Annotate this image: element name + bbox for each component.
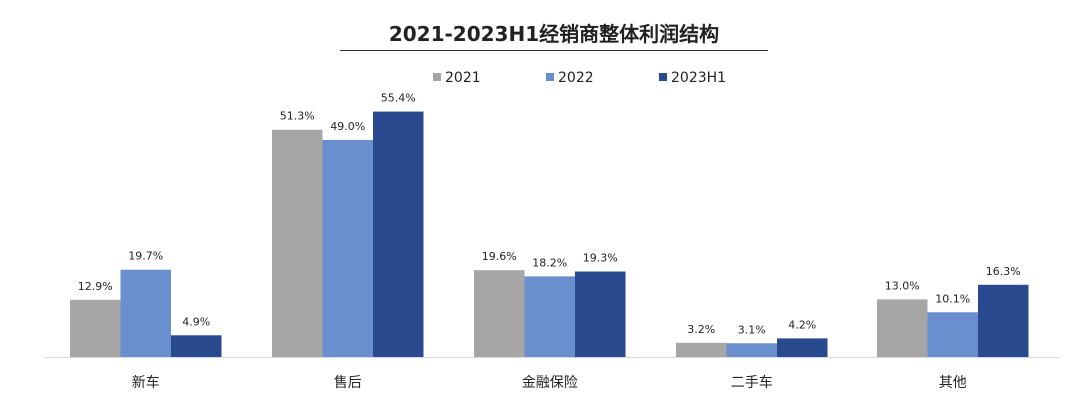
x-tick-label: 二手车 — [731, 374, 773, 391]
bar-2022-1 — [322, 139, 373, 357]
bar-2021-0 — [70, 299, 121, 357]
legend-label-2022: 2022 — [558, 70, 594, 86]
data-label: 16.3% — [986, 265, 1021, 278]
data-label: 55.4% — [381, 92, 416, 105]
bar-2021-1 — [272, 129, 323, 357]
data-label: 19.7% — [128, 250, 163, 263]
x-tick-label: 新车 — [132, 374, 160, 391]
legend-swatch-2023H1 — [659, 73, 667, 81]
data-label: 4.9% — [182, 315, 210, 328]
legend-swatch-2022 — [546, 73, 554, 81]
legend-label-2021: 2021 — [445, 70, 481, 86]
bar-2023H1-1 — [373, 111, 424, 357]
bar-2021-2 — [474, 270, 525, 357]
bar-2021-3 — [676, 342, 727, 357]
legend-swatch-2021 — [433, 73, 441, 81]
chart-title: 2021-2023H1经销商整体利润结构 — [388, 22, 720, 46]
data-label: 13.0% — [885, 279, 920, 292]
bar-2022-4 — [927, 312, 978, 357]
bar-2021-4 — [877, 299, 928, 357]
data-label: 12.9% — [78, 280, 113, 293]
bar-2023H1-4 — [978, 284, 1029, 357]
data-label: 18.2% — [532, 256, 567, 269]
data-label: 19.6% — [482, 250, 517, 263]
bar-2022-3 — [726, 343, 777, 357]
x-tick-label: 其他 — [939, 375, 967, 391]
data-label: 3.1% — [738, 323, 766, 336]
bar-2023H1-2 — [575, 271, 626, 357]
title-underline — [340, 50, 768, 51]
bar-2023H1-0 — [171, 335, 222, 357]
bar-2022-2 — [524, 276, 575, 357]
bar-2022-0 — [120, 269, 171, 357]
data-label: 3.2% — [687, 323, 715, 336]
data-label: 4.2% — [788, 318, 816, 331]
data-label: 49.0% — [330, 120, 365, 133]
x-tick-label: 售后 — [334, 375, 362, 391]
data-label: 19.3% — [583, 252, 618, 265]
data-label: 51.3% — [280, 110, 315, 123]
legend-label-2023H1: 2023H1 — [671, 70, 726, 86]
bar-2023H1-3 — [777, 338, 828, 357]
x-tick-label: 金融保险 — [522, 375, 578, 391]
data-label: 10.1% — [935, 292, 970, 305]
